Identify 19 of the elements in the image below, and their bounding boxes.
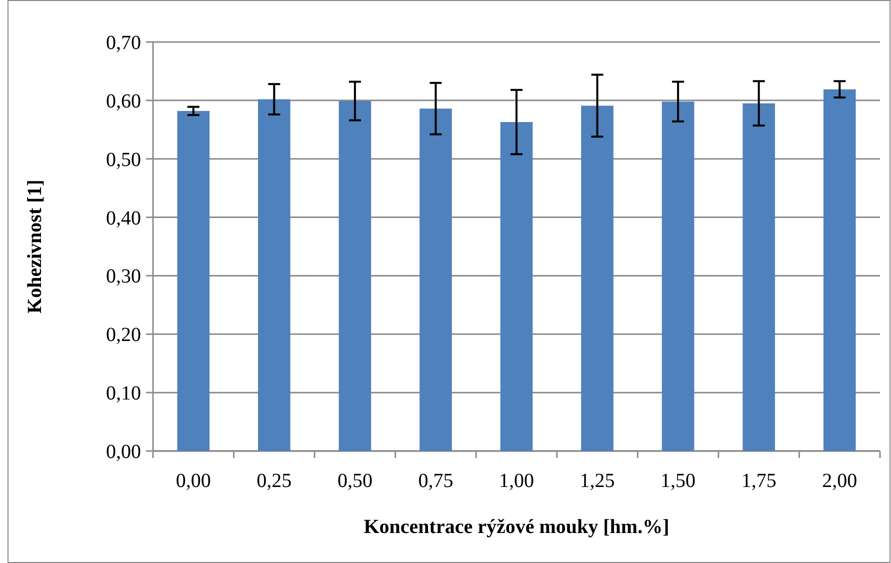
x-axis-title: Koncentrace rýžové mouky [hm.%] xyxy=(364,516,670,538)
y-tick-label: 0,50 xyxy=(106,148,141,171)
y-tick-label: 0,60 xyxy=(106,90,141,112)
y-axis-title: Kohezivnost [1] xyxy=(24,180,46,314)
x-tick-label: 2,00 xyxy=(822,470,858,492)
y-tick-label: 0,20 xyxy=(106,324,141,346)
x-tick-label: 0,25 xyxy=(256,470,292,492)
x-tick-label: 1,75 xyxy=(741,470,776,492)
x-tick-label: 0,00 xyxy=(176,470,211,492)
y-tick-label: 0,30 xyxy=(106,266,141,288)
x-tick-label: 1,50 xyxy=(660,470,696,492)
x-tick-label: 1,25 xyxy=(580,470,615,492)
y-tick-label: 0,00 xyxy=(106,441,141,463)
x-tick-label: 0,50 xyxy=(337,470,372,492)
x-tick-label: 0,75 xyxy=(418,470,454,492)
y-tick-label: 0,70 xyxy=(106,32,141,54)
y-tick-label: 0,10 xyxy=(106,382,141,405)
y-tick-label: 0,40 xyxy=(106,207,141,230)
x-tick-label: 1,00 xyxy=(499,470,534,492)
